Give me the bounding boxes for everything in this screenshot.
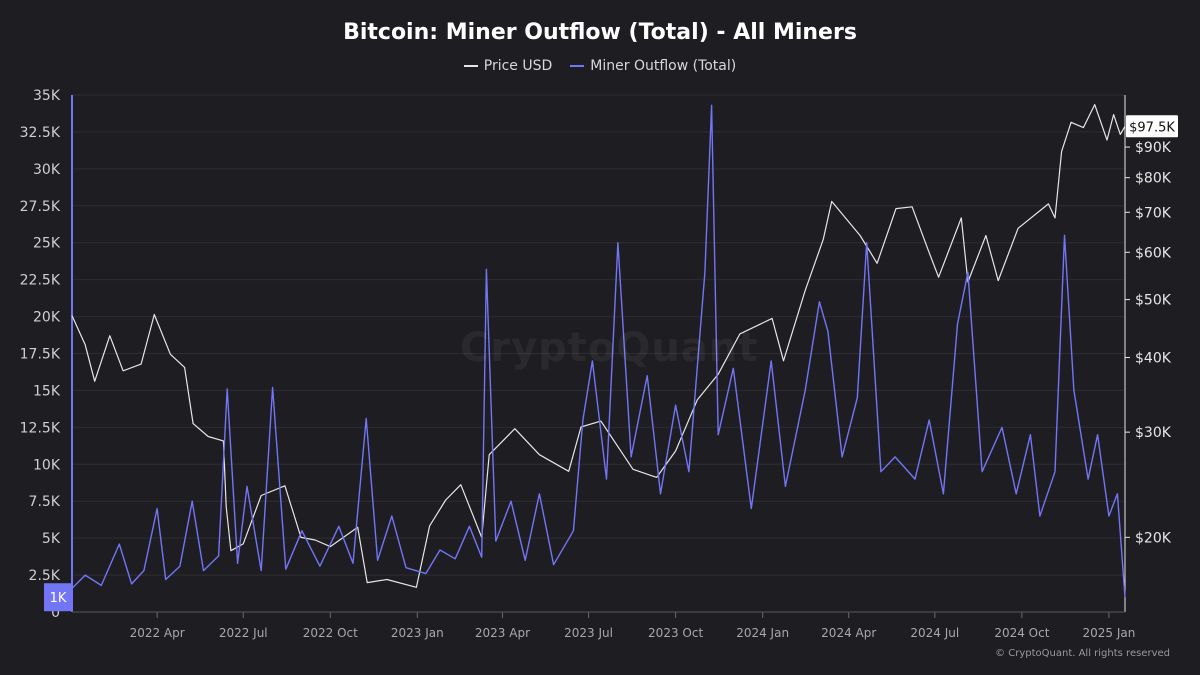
y-left-tick-label: 0 (51, 605, 60, 621)
legend-swatch-price (463, 65, 478, 67)
y-left-tick-label: 30K (33, 162, 61, 178)
series-line-price (71, 103, 1126, 588)
x-tick-label: 2024 Jan (736, 626, 789, 640)
outflow-callout-label: 1K (50, 591, 67, 606)
y-left-tick-label: 7.5K (29, 494, 61, 510)
copyright-notice: © CryptoQuant. All rights reserved (995, 648, 1170, 659)
y-left-tick-label: 22.5K (20, 273, 61, 289)
x-tick-label: 2024 Oct (994, 626, 1049, 640)
x-tick-label: 2025 Jan (1082, 626, 1135, 640)
x-tick-label: 2022 Jul (219, 626, 268, 640)
chart-title: Bitcoin: Miner Outflow (Total) - All Min… (343, 20, 857, 45)
y-left-tick-label: 20K (33, 310, 61, 326)
series-line-miner-outflow (71, 104, 1126, 598)
watermark: CryptoQuant (460, 325, 759, 371)
x-tick-label: 2023 Jan (391, 626, 444, 640)
y-right-tick-label: $90K (1135, 140, 1172, 156)
legend-label-price: Price USD (483, 58, 553, 74)
x-tick-label: 2024 Apr (821, 626, 876, 640)
y-right-tick-label: $20K (1135, 530, 1172, 546)
outflow-callout-box (44, 583, 72, 612)
y-left-tick-label: 25K (33, 236, 61, 252)
price-callout-label: $97.5K (1129, 120, 1175, 135)
legend-item-miner-outflow[interactable]: Miner Outflow (Total) (570, 58, 736, 74)
y-left-tick-label: 5K (42, 531, 61, 547)
x-tick-label: 2024 Jul (910, 626, 959, 640)
x-tick-label: 2022 Apr (130, 626, 185, 640)
y-right-tick-label: $60K (1135, 245, 1172, 261)
legend-label-miner-outflow: Miner Outflow (Total) (590, 58, 737, 74)
y-right-tick-label: $30K (1135, 425, 1172, 441)
y-left-tick-label: 2.5K (29, 568, 61, 584)
x-tick-label: 2023 Apr (475, 626, 530, 640)
x-tick-label: 2023 Jul (564, 626, 613, 640)
y-left-tick-label: 15K (33, 383, 61, 399)
y-right-tick-label: $50K (1135, 293, 1172, 309)
legend-item-price[interactable]: Price USD (463, 58, 553, 74)
y-left-tick-label: 27.5K (20, 199, 61, 215)
x-tick-label: 2022 Oct (303, 626, 358, 640)
y-right-tick-label: $80K (1135, 171, 1172, 187)
y-left-tick-label: 35K (33, 88, 61, 104)
y-left-tick-label: 10K (33, 457, 61, 473)
legend-swatch-miner-outflow (570, 65, 585, 67)
y-left-tick-label: 32.5K (20, 125, 61, 141)
x-tick-label: 2023 Oct (648, 626, 703, 640)
price-callout-box (1126, 115, 1178, 138)
y-right-tick-label: $40K (1135, 350, 1172, 366)
y-left-tick-label: 17.5K (20, 347, 61, 363)
y-right-tick-label: $70K (1135, 205, 1172, 221)
y-left-tick-label: 12.5K (20, 420, 61, 436)
legend: Price USD Miner Outflow (Total) (0, 58, 1200, 74)
